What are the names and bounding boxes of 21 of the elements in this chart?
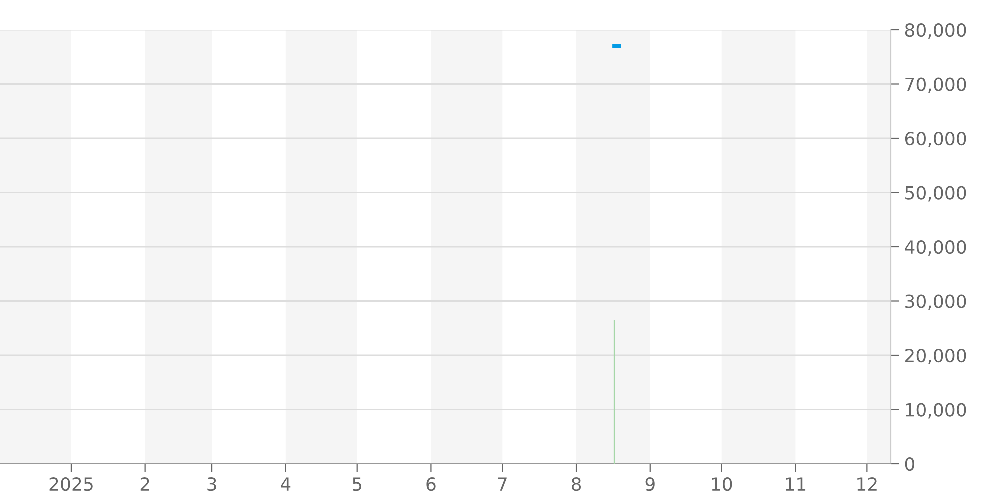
y-tick-label: 0 xyxy=(905,457,914,472)
y-tick-label: 80,000 xyxy=(905,23,966,39)
x-tick-label: 2025 xyxy=(50,478,93,492)
x-tick-label: 7 xyxy=(498,478,507,491)
x-tick-label: 6 xyxy=(426,478,436,492)
y-tick-label: 60,000 xyxy=(905,132,966,148)
x-tick-label: 10 xyxy=(712,478,732,492)
y-tick-label: 40,000 xyxy=(905,240,966,256)
y-tick-label: 70,000 xyxy=(906,78,966,94)
x-tick-label: 11 xyxy=(786,478,806,491)
x-tick-label: 12 xyxy=(858,478,877,491)
x-tick-label: 9 xyxy=(646,478,655,492)
y-tick-label: 50,000 xyxy=(906,186,966,202)
x-tick-label: 4 xyxy=(281,478,291,491)
y-tick-label: 10,000 xyxy=(906,403,966,419)
y-tick-label: 20,000 xyxy=(906,348,966,364)
x-tick-label: 8 xyxy=(572,478,582,492)
x-tick-label: 5 xyxy=(353,478,362,492)
x-tick-label: 3 xyxy=(208,478,216,492)
y-tick-label: 30,000 xyxy=(906,294,966,310)
x-tick-label: 2 xyxy=(140,478,150,491)
